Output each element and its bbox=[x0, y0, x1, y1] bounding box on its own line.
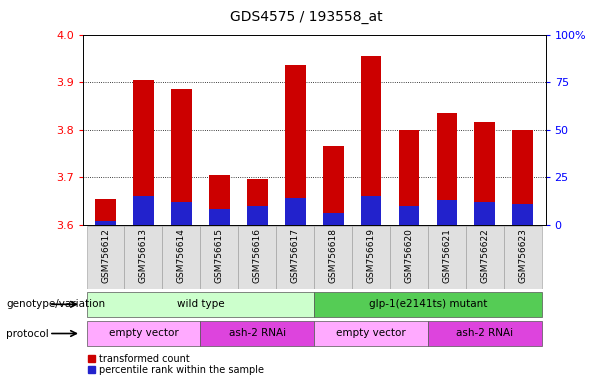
Bar bbox=[436, 200, 457, 225]
Bar bbox=[390, 226, 428, 289]
Text: glp-1(e2141ts) mutant: glp-1(e2141ts) mutant bbox=[369, 299, 487, 309]
Bar bbox=[398, 130, 419, 225]
Bar bbox=[86, 321, 200, 346]
Bar bbox=[352, 226, 390, 289]
Bar bbox=[428, 321, 542, 346]
Bar bbox=[209, 209, 230, 225]
Text: GSM756615: GSM756615 bbox=[215, 228, 224, 283]
Bar bbox=[133, 80, 154, 225]
Bar bbox=[322, 146, 343, 225]
Bar bbox=[512, 204, 533, 225]
Bar bbox=[360, 196, 381, 225]
Bar bbox=[474, 122, 495, 225]
Text: GSM756614: GSM756614 bbox=[177, 228, 186, 283]
Bar bbox=[86, 226, 124, 289]
Bar bbox=[398, 206, 419, 225]
Bar bbox=[314, 292, 542, 317]
Text: GSM756617: GSM756617 bbox=[291, 228, 300, 283]
Bar bbox=[238, 226, 276, 289]
Bar bbox=[95, 199, 116, 225]
Text: wild type: wild type bbox=[177, 299, 224, 309]
Text: GSM756619: GSM756619 bbox=[367, 228, 376, 283]
Text: ash-2 RNAi: ash-2 RNAi bbox=[456, 328, 514, 338]
Text: GSM756621: GSM756621 bbox=[443, 228, 451, 283]
Bar bbox=[466, 226, 504, 289]
Bar bbox=[314, 321, 428, 346]
Bar bbox=[360, 56, 381, 225]
Bar bbox=[247, 179, 268, 225]
Bar bbox=[314, 226, 352, 289]
Text: ash-2 RNAi: ash-2 RNAi bbox=[229, 328, 286, 338]
Text: GSM756618: GSM756618 bbox=[329, 228, 338, 283]
Text: genotype/variation: genotype/variation bbox=[6, 299, 105, 310]
Text: GSM756616: GSM756616 bbox=[253, 228, 262, 283]
Text: GSM756623: GSM756623 bbox=[519, 228, 527, 283]
Text: protocol: protocol bbox=[6, 328, 49, 339]
Bar bbox=[209, 175, 230, 225]
Bar bbox=[171, 202, 192, 225]
Bar bbox=[95, 221, 116, 225]
Bar bbox=[285, 198, 306, 225]
Legend: transformed count, percentile rank within the sample: transformed count, percentile rank withi… bbox=[88, 354, 264, 375]
Bar bbox=[276, 226, 314, 289]
Bar bbox=[86, 292, 314, 317]
Bar bbox=[200, 226, 238, 289]
Bar bbox=[474, 202, 495, 225]
Bar bbox=[322, 213, 343, 225]
Bar bbox=[436, 113, 457, 225]
Bar bbox=[247, 206, 268, 225]
Text: GSM756622: GSM756622 bbox=[481, 228, 489, 283]
Bar bbox=[171, 89, 192, 225]
Bar bbox=[133, 196, 154, 225]
Bar bbox=[285, 65, 306, 225]
Text: empty vector: empty vector bbox=[109, 328, 178, 338]
Text: GSM756620: GSM756620 bbox=[405, 228, 414, 283]
Bar bbox=[200, 321, 314, 346]
Text: GDS4575 / 193558_at: GDS4575 / 193558_at bbox=[230, 10, 383, 23]
Text: empty vector: empty vector bbox=[336, 328, 406, 338]
Bar bbox=[162, 226, 200, 289]
Text: GSM756613: GSM756613 bbox=[139, 228, 148, 283]
Bar bbox=[512, 130, 533, 225]
Bar bbox=[428, 226, 466, 289]
Bar bbox=[124, 226, 162, 289]
Bar bbox=[504, 226, 542, 289]
Text: GSM756612: GSM756612 bbox=[101, 228, 110, 283]
